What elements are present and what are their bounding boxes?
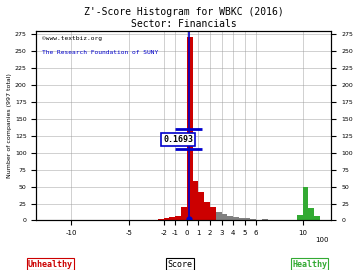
Text: Score: Score xyxy=(167,260,193,269)
Text: Unhealthy: Unhealthy xyxy=(28,260,73,269)
Bar xyxy=(245,218,251,221)
Bar xyxy=(193,181,198,221)
Bar xyxy=(164,218,170,221)
Text: 100: 100 xyxy=(315,237,329,243)
Bar xyxy=(106,220,112,221)
Bar xyxy=(175,216,181,221)
Bar xyxy=(146,220,152,221)
Bar xyxy=(210,207,216,221)
Text: ©www.textbiz.org: ©www.textbiz.org xyxy=(42,36,102,41)
Text: The Research Foundation of SUNY: The Research Foundation of SUNY xyxy=(42,50,158,55)
Bar xyxy=(187,38,193,221)
Bar xyxy=(71,220,77,221)
Bar xyxy=(198,192,204,221)
Y-axis label: Number of companies (997 total): Number of companies (997 total) xyxy=(7,73,12,178)
Bar xyxy=(152,220,158,221)
Bar xyxy=(233,217,239,221)
Bar xyxy=(262,219,268,221)
Bar xyxy=(135,220,140,221)
Bar xyxy=(123,220,129,221)
Bar xyxy=(221,214,227,221)
Text: 0.1693: 0.1693 xyxy=(163,135,193,144)
Text: Healthy: Healthy xyxy=(292,260,327,269)
Bar xyxy=(216,212,221,221)
Bar xyxy=(297,215,302,221)
Bar xyxy=(308,208,314,221)
Bar xyxy=(158,219,164,221)
Bar xyxy=(129,220,135,221)
Bar xyxy=(204,201,210,221)
Bar xyxy=(251,219,256,221)
Bar xyxy=(48,220,54,221)
Bar xyxy=(302,187,308,221)
Bar xyxy=(239,218,245,221)
Bar xyxy=(256,220,262,221)
Bar xyxy=(181,207,187,221)
Bar xyxy=(314,217,320,221)
Bar xyxy=(227,216,233,221)
Bar xyxy=(170,217,175,221)
Title: Z'-Score Histogram for WBKC (2016)
Sector: Financials: Z'-Score Histogram for WBKC (2016) Secto… xyxy=(84,7,284,29)
